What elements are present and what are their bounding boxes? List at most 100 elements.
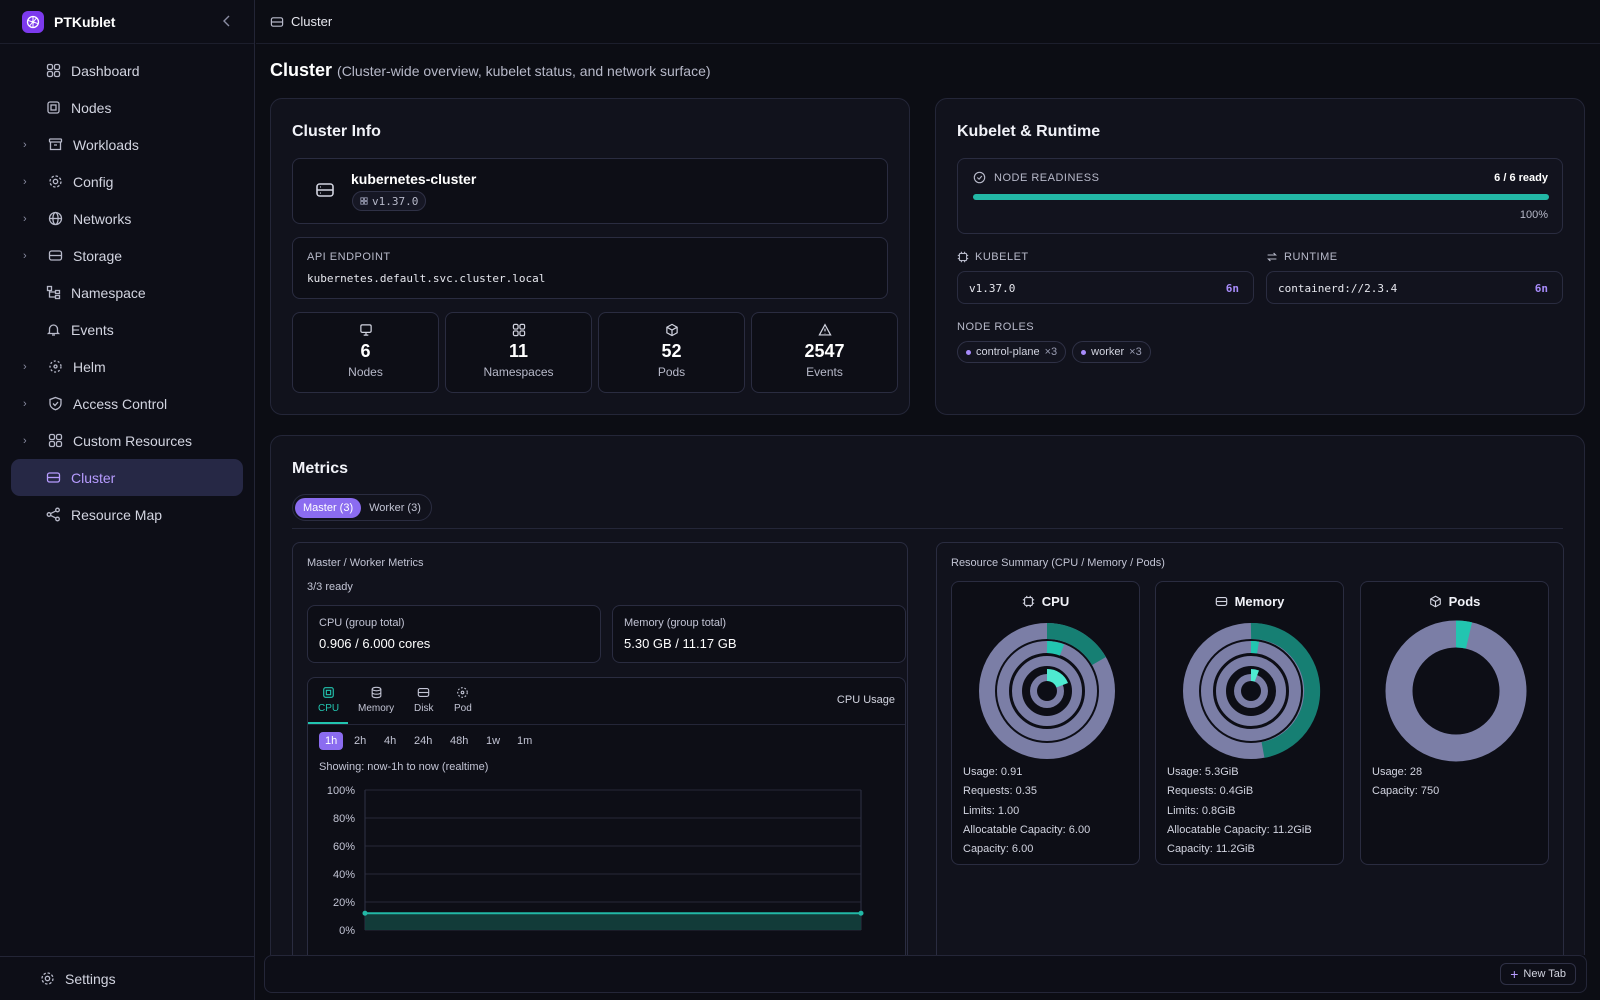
- sidebar-item-workloads[interactable]: › Workloads: [11, 126, 243, 163]
- cpu-summary-details: Usage: 0.91 Requests: 0.35 Limits: 1.00 …: [963, 763, 1090, 859]
- metric-tab-label: Disk: [414, 703, 434, 714]
- resource-summary-title: Resource Summary (CPU / Memory / Pods): [951, 557, 1165, 569]
- role-badge-worker: worker ×3: [1072, 341, 1151, 363]
- role-badge-control-plane: control-plane ×3: [957, 341, 1067, 363]
- memory-usage-arc: [1250, 622, 1321, 758]
- cpu-usage-arc: [1046, 622, 1106, 666]
- breadcrumb: Cluster: [256, 0, 1600, 44]
- cluster-name: kubernetes-cluster: [351, 171, 477, 187]
- brand: PTKublet: [0, 0, 254, 44]
- node-readiness-box: NODE READINESS 6 / 6 ready 100%: [957, 158, 1563, 234]
- range-1w[interactable]: 1w: [486, 735, 501, 747]
- kubelet-label: KUBELET: [975, 251, 1029, 263]
- range-24h[interactable]: 24h: [414, 735, 433, 747]
- share-icon: [44, 506, 62, 524]
- archive-icon: [46, 136, 64, 154]
- sidebar-item-label: Custom Resources: [73, 432, 193, 449]
- stat-events: 2547 Events: [751, 312, 898, 393]
- metric-tab-cpu[interactable]: CPU: [318, 686, 339, 714]
- range-48h[interactable]: 48h: [450, 735, 469, 747]
- pods-summary-details: Usage: 28 Capacity: 750: [1372, 763, 1439, 802]
- chevron-right-icon[interactable]: ›: [23, 212, 27, 225]
- chevron-right-icon[interactable]: ›: [23, 138, 27, 151]
- y-tick-label: 0%: [339, 925, 355, 937]
- detail-line: Limits: 0.8GiB: [1167, 804, 1236, 817]
- sidebar-item-namespace[interactable]: Namespace: [11, 274, 243, 311]
- sidebar-item-config[interactable]: › Config: [11, 163, 243, 200]
- cpu-requests-arc: [1046, 641, 1065, 656]
- sidebar-item-custom-resources[interactable]: › Custom Resources: [11, 422, 243, 459]
- role-name: control-plane: [976, 346, 1040, 358]
- helm-icon: [46, 358, 64, 376]
- sidebar-item-events[interactable]: Events: [11, 311, 243, 348]
- stat-pods: 52 Pods: [598, 312, 745, 393]
- metric-tab-underline: [308, 722, 348, 724]
- sidebar-item-networks[interactable]: › Networks: [11, 200, 243, 237]
- range-4h[interactable]: 4h: [384, 735, 397, 747]
- database-icon: [358, 686, 394, 699]
- sidebar-item-access-control[interactable]: › Access Control: [11, 385, 243, 422]
- range-2h[interactable]: 2h: [354, 735, 367, 747]
- cpu-summary-title-text: CPU: [1041, 594, 1070, 609]
- cube-icon: [599, 323, 744, 337]
- metric-tab-disk[interactable]: Disk: [414, 686, 433, 714]
- cpu-area-fill: [365, 913, 861, 930]
- sidebar-item-label: Events: [71, 321, 114, 338]
- monitor-icon: [293, 323, 438, 337]
- tab-master[interactable]: Master (3): [295, 497, 362, 518]
- api-endpoint-value: kubernetes.default.svc.cluster.local: [307, 272, 546, 285]
- chevron-right-icon[interactable]: ›: [23, 434, 27, 447]
- stat-value: 52: [661, 341, 682, 361]
- sidebar-item-label: Networks: [73, 210, 132, 227]
- cluster-version: v1.37.0: [372, 194, 419, 208]
- swap-icon: [1266, 251, 1278, 266]
- metric-tab-label: CPU: [318, 703, 340, 714]
- chevron-right-icon[interactable]: ›: [23, 360, 27, 373]
- sidebar-item-storage[interactable]: › Storage: [11, 237, 243, 274]
- detail-line: Capacity: 6.00: [963, 843, 1034, 856]
- sidebar-item-dashboard[interactable]: Dashboard: [11, 52, 243, 89]
- stat-namespaces: 11 Namespaces: [445, 312, 592, 393]
- metric-tab-label: Pod: [454, 703, 472, 714]
- gear-icon: [40, 971, 55, 986]
- metric-tab-pod[interactable]: Pod: [454, 686, 472, 714]
- chevron-right-icon[interactable]: ›: [23, 397, 27, 410]
- sidebar-item-cluster[interactable]: Cluster: [11, 459, 243, 496]
- cluster-version-badge: v1.37.0: [352, 191, 427, 211]
- tab-worker[interactable]: Worker (3): [369, 501, 421, 514]
- range-1h[interactable]: 1h: [319, 732, 344, 750]
- new-tab-button[interactable]: + New Tab: [1500, 963, 1576, 985]
- page-title: Cluster (Cluster-wide overview, kubelet …: [270, 60, 711, 81]
- stat-nodes: 6 Nodes: [292, 312, 439, 393]
- cpu-summary-card: CPU Usage: 0.91 Requests: 0.35 Limits: 1…: [951, 581, 1140, 865]
- memory-summary-card: Memory Usage: 5.3GiB Requests: 0.4GiB Li…: [1155, 581, 1344, 865]
- usage-chart-panel: CPU Memory Disk Pod CPU Usage 1h: [307, 677, 906, 955]
- sidebar-item-label: Workloads: [73, 136, 139, 153]
- collapse-sidebar-icon[interactable]: [222, 14, 232, 30]
- kubelet-runtime-card: Kubelet & Runtime NODE READINESS 6 / 6 r…: [935, 98, 1585, 415]
- y-tick-label: 80%: [333, 813, 355, 825]
- api-endpoint-label: API ENDPOINT: [307, 251, 391, 263]
- sidebar-item-resource-map[interactable]: Resource Map: [11, 496, 243, 533]
- detail-line: Usage: 5.3GiB: [1167, 766, 1239, 778]
- node-readiness-value: 6 / 6 ready: [1494, 172, 1548, 184]
- node-readiness-percent: 100%: [1519, 209, 1548, 221]
- kubelet-runtime-title: Kubelet & Runtime: [957, 123, 1101, 140]
- metrics-title: Metrics: [292, 460, 349, 477]
- sidebar-nav: Dashboard Nodes › Workloads › Config › N…: [0, 44, 254, 533]
- y-tick-label: 100%: [327, 785, 355, 797]
- chevron-right-icon[interactable]: ›: [23, 249, 27, 262]
- sidebar-item-label: Resource Map: [71, 506, 163, 523]
- disk-icon: [414, 686, 433, 699]
- metric-tab-memory[interactable]: Memory: [358, 686, 394, 714]
- sidebar-item-nodes[interactable]: Nodes: [11, 89, 243, 126]
- chip-icon: [1022, 595, 1035, 608]
- range-1m[interactable]: 1m: [517, 735, 533, 747]
- chevron-right-icon[interactable]: ›: [23, 175, 27, 188]
- group-tabs: Master (3) Worker (3): [292, 494, 432, 521]
- divider: [292, 528, 1563, 529]
- sidebar-item-settings[interactable]: Settings: [0, 956, 255, 1000]
- sidebar-item-helm[interactable]: › Helm: [11, 348, 243, 385]
- memory-icon: [1215, 595, 1228, 608]
- main-content: Cluster (Cluster-wide overview, kubelet …: [256, 44, 1600, 955]
